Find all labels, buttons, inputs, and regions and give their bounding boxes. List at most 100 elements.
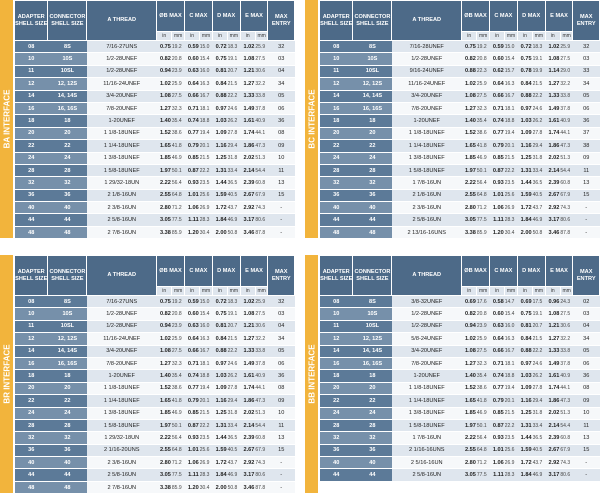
table-cell: 1.86 xyxy=(240,139,256,153)
table-cell: 08 xyxy=(572,382,600,396)
table-cell: 20.7 xyxy=(227,65,241,79)
table-cell: 1.74 xyxy=(240,127,256,141)
table-cell: 2.22 xyxy=(461,176,477,190)
table-cell: 26.9 xyxy=(504,201,518,215)
table-cell: 2 5/8-16UN xyxy=(391,213,462,227)
table-cell: 08 xyxy=(319,40,353,54)
table-cell: 21.5 xyxy=(227,332,241,346)
table-cell: 10S xyxy=(352,307,392,321)
table-cell: 1.44 xyxy=(212,176,228,190)
table-cell: 38.6 xyxy=(476,382,490,396)
table-cell: 48 xyxy=(47,481,87,495)
table-cell: 27.8 xyxy=(532,127,546,141)
table-row: 18 18 1-20UNEF 1.40 35.4 0.74 18.8 1.03 26.2 1.61… xyxy=(319,114,600,128)
table-cell: 2 3/8-16UN xyxy=(86,456,157,470)
table-cell: 09 xyxy=(267,394,295,408)
table-cell: 2 5/8-16UN xyxy=(86,213,157,227)
column-header: A THREAD xyxy=(86,0,158,41)
table-cell: 10 xyxy=(572,407,600,420)
table-cell: 44 xyxy=(319,468,353,482)
table-cell: 0.97 xyxy=(517,102,533,116)
table-cell: 11/16-24UNEF xyxy=(391,77,462,91)
table-cell: 24.6 xyxy=(532,102,546,116)
table-cell: 0.63 xyxy=(489,320,505,334)
table-cell: 44 xyxy=(14,468,48,482)
table-cell: 08 xyxy=(319,295,353,309)
table-cell: 8S xyxy=(352,295,392,309)
table-cell: 2.02 xyxy=(545,152,561,165)
table-cell: - xyxy=(572,226,600,240)
table-cell: 1.84 xyxy=(212,213,228,227)
table-cell: 30.6 xyxy=(560,320,573,334)
table-cell: 1.59 xyxy=(517,189,533,203)
table-cell: 29.4 xyxy=(532,394,546,408)
table-cell: 0.63 xyxy=(184,320,200,334)
table-cell: 0.72 xyxy=(212,295,228,309)
table-cell: 33.4 xyxy=(227,164,241,178)
table-cell: 31.8 xyxy=(227,407,241,420)
table-cell: 1.16 xyxy=(212,139,228,153)
table-cell: 1.08 xyxy=(461,345,477,358)
table-cell: 40 xyxy=(352,456,392,470)
table-cell: 37 xyxy=(572,127,600,141)
table-cell: 14.7 xyxy=(504,295,518,309)
table-cell: 32.3 xyxy=(171,357,185,371)
table-cell: 28 xyxy=(352,419,392,433)
table-cell: 3.05 xyxy=(461,213,477,227)
table-cell: 27.5 xyxy=(476,345,490,358)
table-cell: 15.0 xyxy=(504,40,518,54)
table-cell: 40.5 xyxy=(227,189,241,203)
unit-label: mm xyxy=(171,31,185,41)
table-cell: 10SL xyxy=(352,65,392,79)
table-cell: 38 xyxy=(572,139,600,153)
table-cell: 0.79 xyxy=(184,139,200,153)
table-cell: 1.61 xyxy=(240,114,256,128)
table-cell: 15.4 xyxy=(504,307,518,321)
table-row: 08 8S 7/16-28UNEF 0.75 19.2 0.59 15.0 0.72 18.3 1… xyxy=(319,40,600,54)
table-cell: 40.9 xyxy=(560,369,573,383)
column-header: D MAX xyxy=(516,0,546,32)
table-cell: - xyxy=(267,213,295,227)
table-cell: 2 1/16-20UNS xyxy=(86,444,157,458)
table-cell: 14 xyxy=(14,345,48,358)
table-cell: 2.67 xyxy=(240,189,256,203)
table-row: 40 40 2 3/8-16UN 2.80 71.2 1.06 26.9 1.72 43.7 2.… xyxy=(14,456,295,470)
table-cell: 20 xyxy=(352,127,392,141)
table-cell: 8S xyxy=(47,40,87,54)
table-cell: 19.1 xyxy=(227,307,241,321)
table-cell: 37.8 xyxy=(560,102,573,116)
table-row: 11 10SL 9/16-24UNEF 0.88 22.3 0.62 15.7 0.78 19.… xyxy=(319,65,600,79)
unit-label: mm xyxy=(532,31,546,41)
table-cell: 32.2 xyxy=(560,77,573,91)
column-header: E MAX xyxy=(239,255,269,287)
table-row: 28 28 1 5/8-18UNEF 1.97 50.1 0.87 22.2 1.31 33.4… xyxy=(14,419,295,433)
header-row: ADAPTER SHELL SIZE CONNECTOR SHELL SIZE A … xyxy=(318,255,600,296)
table-cell: 18 xyxy=(47,114,87,128)
table-cell: 2.80 xyxy=(461,201,477,215)
table-cell: 09 xyxy=(267,139,295,153)
table-cell: 2 3/8-16UN xyxy=(391,201,462,215)
unit-label: mm xyxy=(476,286,490,296)
header-row: ADAPTER SHELL SIZE CONNECTOR SHELL SIZE A … xyxy=(13,255,295,296)
table-cell: 1 1/8-18UNEF xyxy=(86,127,157,141)
table-cell: 0.59 xyxy=(184,40,200,54)
table-cell: 74.3 xyxy=(255,201,268,215)
table-cell: 25.9 xyxy=(476,332,490,346)
table-cell: 16.0 xyxy=(199,320,213,334)
table-cell: 0.82 xyxy=(156,52,172,66)
table-cell: 28 xyxy=(319,164,353,178)
table-cell: 44 xyxy=(14,213,48,227)
table-cell: 2 7/8-16UN xyxy=(86,226,157,240)
table-cell: 7/16-27UNS xyxy=(86,295,157,309)
table-cell: 32.3 xyxy=(476,357,490,371)
table-cell: 19.4 xyxy=(504,127,518,141)
table-cell: 16.0 xyxy=(199,65,213,79)
unit-label: in xyxy=(461,286,478,296)
table-cell: 1.33 xyxy=(545,90,561,103)
table-cell: 04 xyxy=(572,320,600,334)
table-cell: 16.7 xyxy=(199,345,213,358)
table-cell: 1 3/8-18UNEF xyxy=(391,407,462,420)
table-cell: 38.6 xyxy=(171,127,185,141)
table-cell: 0.87 xyxy=(184,419,200,433)
table-cell: 32 xyxy=(47,431,87,445)
